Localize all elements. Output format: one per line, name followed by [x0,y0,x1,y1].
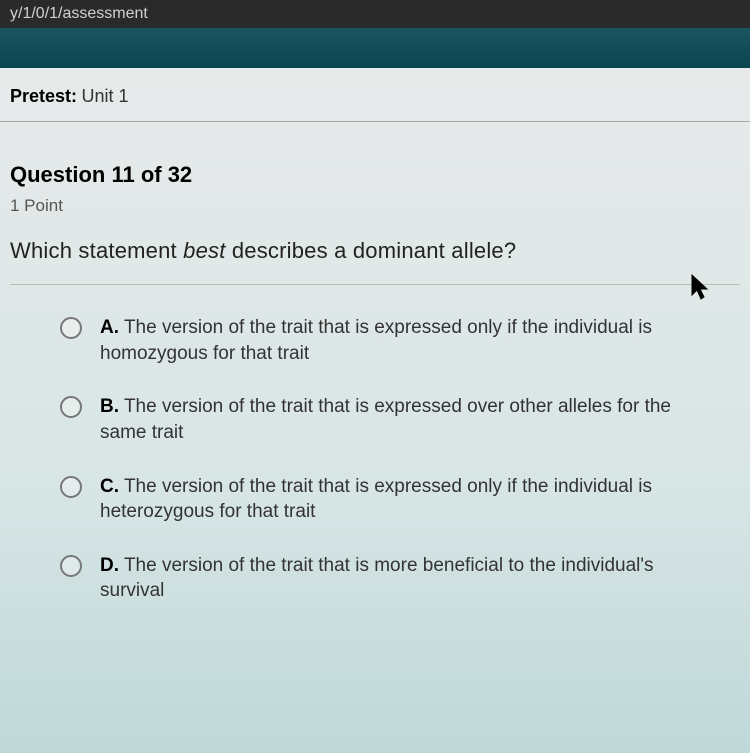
pretest-label: Pretest: [10,86,77,106]
radio-icon[interactable] [60,317,82,339]
option-body: The version of the trait that is express… [100,317,652,364]
url-text: y/1/0/1/assessment [10,5,148,22]
points-label: 1 Point [10,196,740,216]
option-a[interactable]: A. The version of the trait that is expr… [60,315,730,366]
option-b[interactable]: B. The version of the trait that is expr… [60,394,730,445]
prompt-after: describes a dominant allele? [226,238,517,263]
option-letter: A. [100,317,119,338]
pretest-unit: Unit 1 [81,86,128,106]
radio-icon[interactable] [60,476,82,498]
option-body: The version of the trait that is express… [100,396,671,443]
option-text: A. The version of the trait that is expr… [100,315,700,366]
option-body: The version of the trait that is more be… [100,555,654,602]
prompt-before: Which statement [10,238,183,263]
options-container: A. The version of the trait that is expr… [10,315,740,604]
radio-icon[interactable] [60,555,82,577]
question-prompt: Which statement best describes a dominan… [10,238,740,264]
question-section: Question 11 of 32 1 Point Which statemen… [0,122,750,652]
option-letter: D. [100,555,119,576]
option-letter: B. [100,396,119,417]
question-number: Question 11 of 32 [10,162,740,188]
option-letter: C. [100,476,119,497]
header-teal-bar [0,28,750,68]
option-text: D. The version of the trait that is more… [100,553,700,604]
option-text: B. The version of the trait that is expr… [100,394,700,445]
pretest-header: Pretest: Unit 1 [0,68,750,122]
option-c[interactable]: C. The version of the trait that is expr… [60,474,730,525]
option-d[interactable]: D. The version of the trait that is more… [60,553,730,604]
option-body: The version of the trait that is express… [100,476,652,523]
url-bar: y/1/0/1/assessment [0,0,750,28]
option-text: C. The version of the trait that is expr… [100,474,700,525]
radio-icon[interactable] [60,396,82,418]
content-area: Pretest: Unit 1 Question 11 of 32 1 Poin… [0,68,750,753]
prompt-italic: best [183,238,225,263]
divider-line [10,284,740,285]
